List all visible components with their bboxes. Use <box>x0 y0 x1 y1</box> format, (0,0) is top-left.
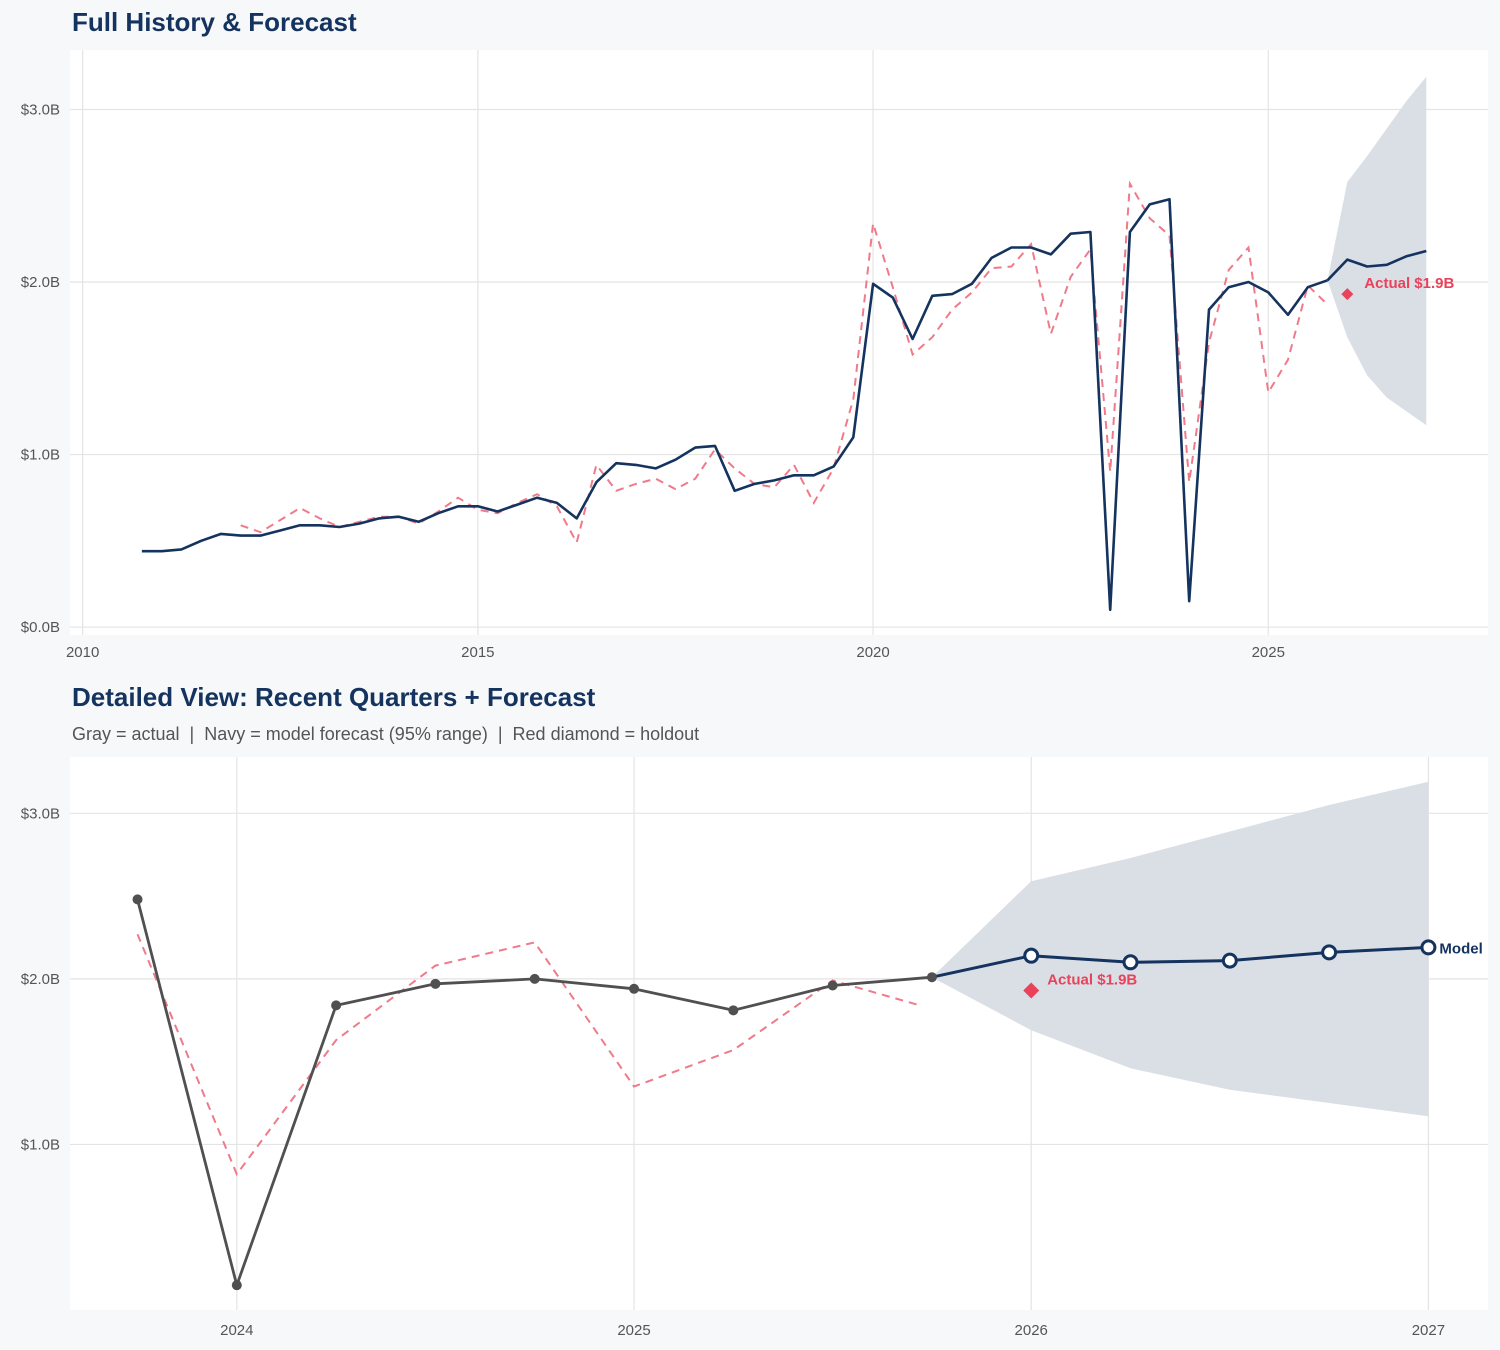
holdout-diamond <box>1341 288 1354 301</box>
y-tick-label: $2.0B <box>21 274 60 291</box>
forecast-point <box>1023 947 1040 964</box>
plot-area <box>70 50 1488 635</box>
forecast-line <box>1326 249 1427 282</box>
forecast-point <box>1221 952 1238 969</box>
forecast-95-range-band <box>1327 76 1427 426</box>
forecast-point <box>1420 939 1437 956</box>
bottom-chart-title: Detailed View: Recent Quarters + Forecas… <box>72 682 596 712</box>
fitted-dashed-line <box>136 933 921 1177</box>
y-tick-label: $1.0B <box>21 1136 60 1153</box>
forecast-point <box>1122 954 1139 971</box>
actual-point <box>529 973 540 984</box>
y-tick-label: $3.0B <box>21 102 60 119</box>
actual-point <box>231 1280 242 1291</box>
y-tick-label: $2.0B <box>21 971 60 988</box>
actual-point <box>132 894 143 905</box>
holdout-label: Actual $1.9B <box>1364 275 1454 292</box>
x-tick-label: 2010 <box>66 644 99 661</box>
y-tick-label: $0.0B <box>21 619 60 636</box>
forecast-line <box>931 945 1429 979</box>
actual-point <box>728 1005 739 1016</box>
actual-point <box>331 1000 342 1011</box>
holdout-diamond <box>1023 982 1040 999</box>
holdout-label: Actual $1.9B <box>1047 971 1137 988</box>
top-chart-title: Full History & Forecast <box>72 7 357 37</box>
forecast-point <box>1321 944 1338 961</box>
full-history-chart: 2010 2015 2020 2025 $0.0B $1.0B $2.0B $3.0B Actu… <box>21 50 1488 661</box>
actual-line <box>141 197 1328 612</box>
x-tick-label: 2025 <box>617 1322 650 1339</box>
actual-point <box>629 983 640 994</box>
y-tick-label: $3.0B <box>21 805 60 822</box>
x-tick-label: 2015 <box>461 644 494 661</box>
x-tick-label: 2020 <box>856 644 889 661</box>
x-tick-label: 2024 <box>220 1322 253 1339</box>
actual-point <box>926 972 937 983</box>
detailed-view-chart: 2024 2025 2026 2027 $1.0B $2.0B $3.0B Model Actu… <box>21 757 1488 1339</box>
forecast-95-range-band <box>931 781 1429 1117</box>
actual-point <box>430 978 441 989</box>
x-tick-label: 2025 <box>1252 644 1285 661</box>
y-tick-label: $1.0B <box>21 447 60 464</box>
model-label: Model <box>1439 940 1482 957</box>
x-tick-label: 2026 <box>1015 1322 1048 1339</box>
x-tick-label: 2027 <box>1412 1322 1445 1339</box>
bottom-chart-subtitle: Gray = actual | Navy = model forecast (9… <box>72 724 699 744</box>
actual-point <box>827 980 838 991</box>
